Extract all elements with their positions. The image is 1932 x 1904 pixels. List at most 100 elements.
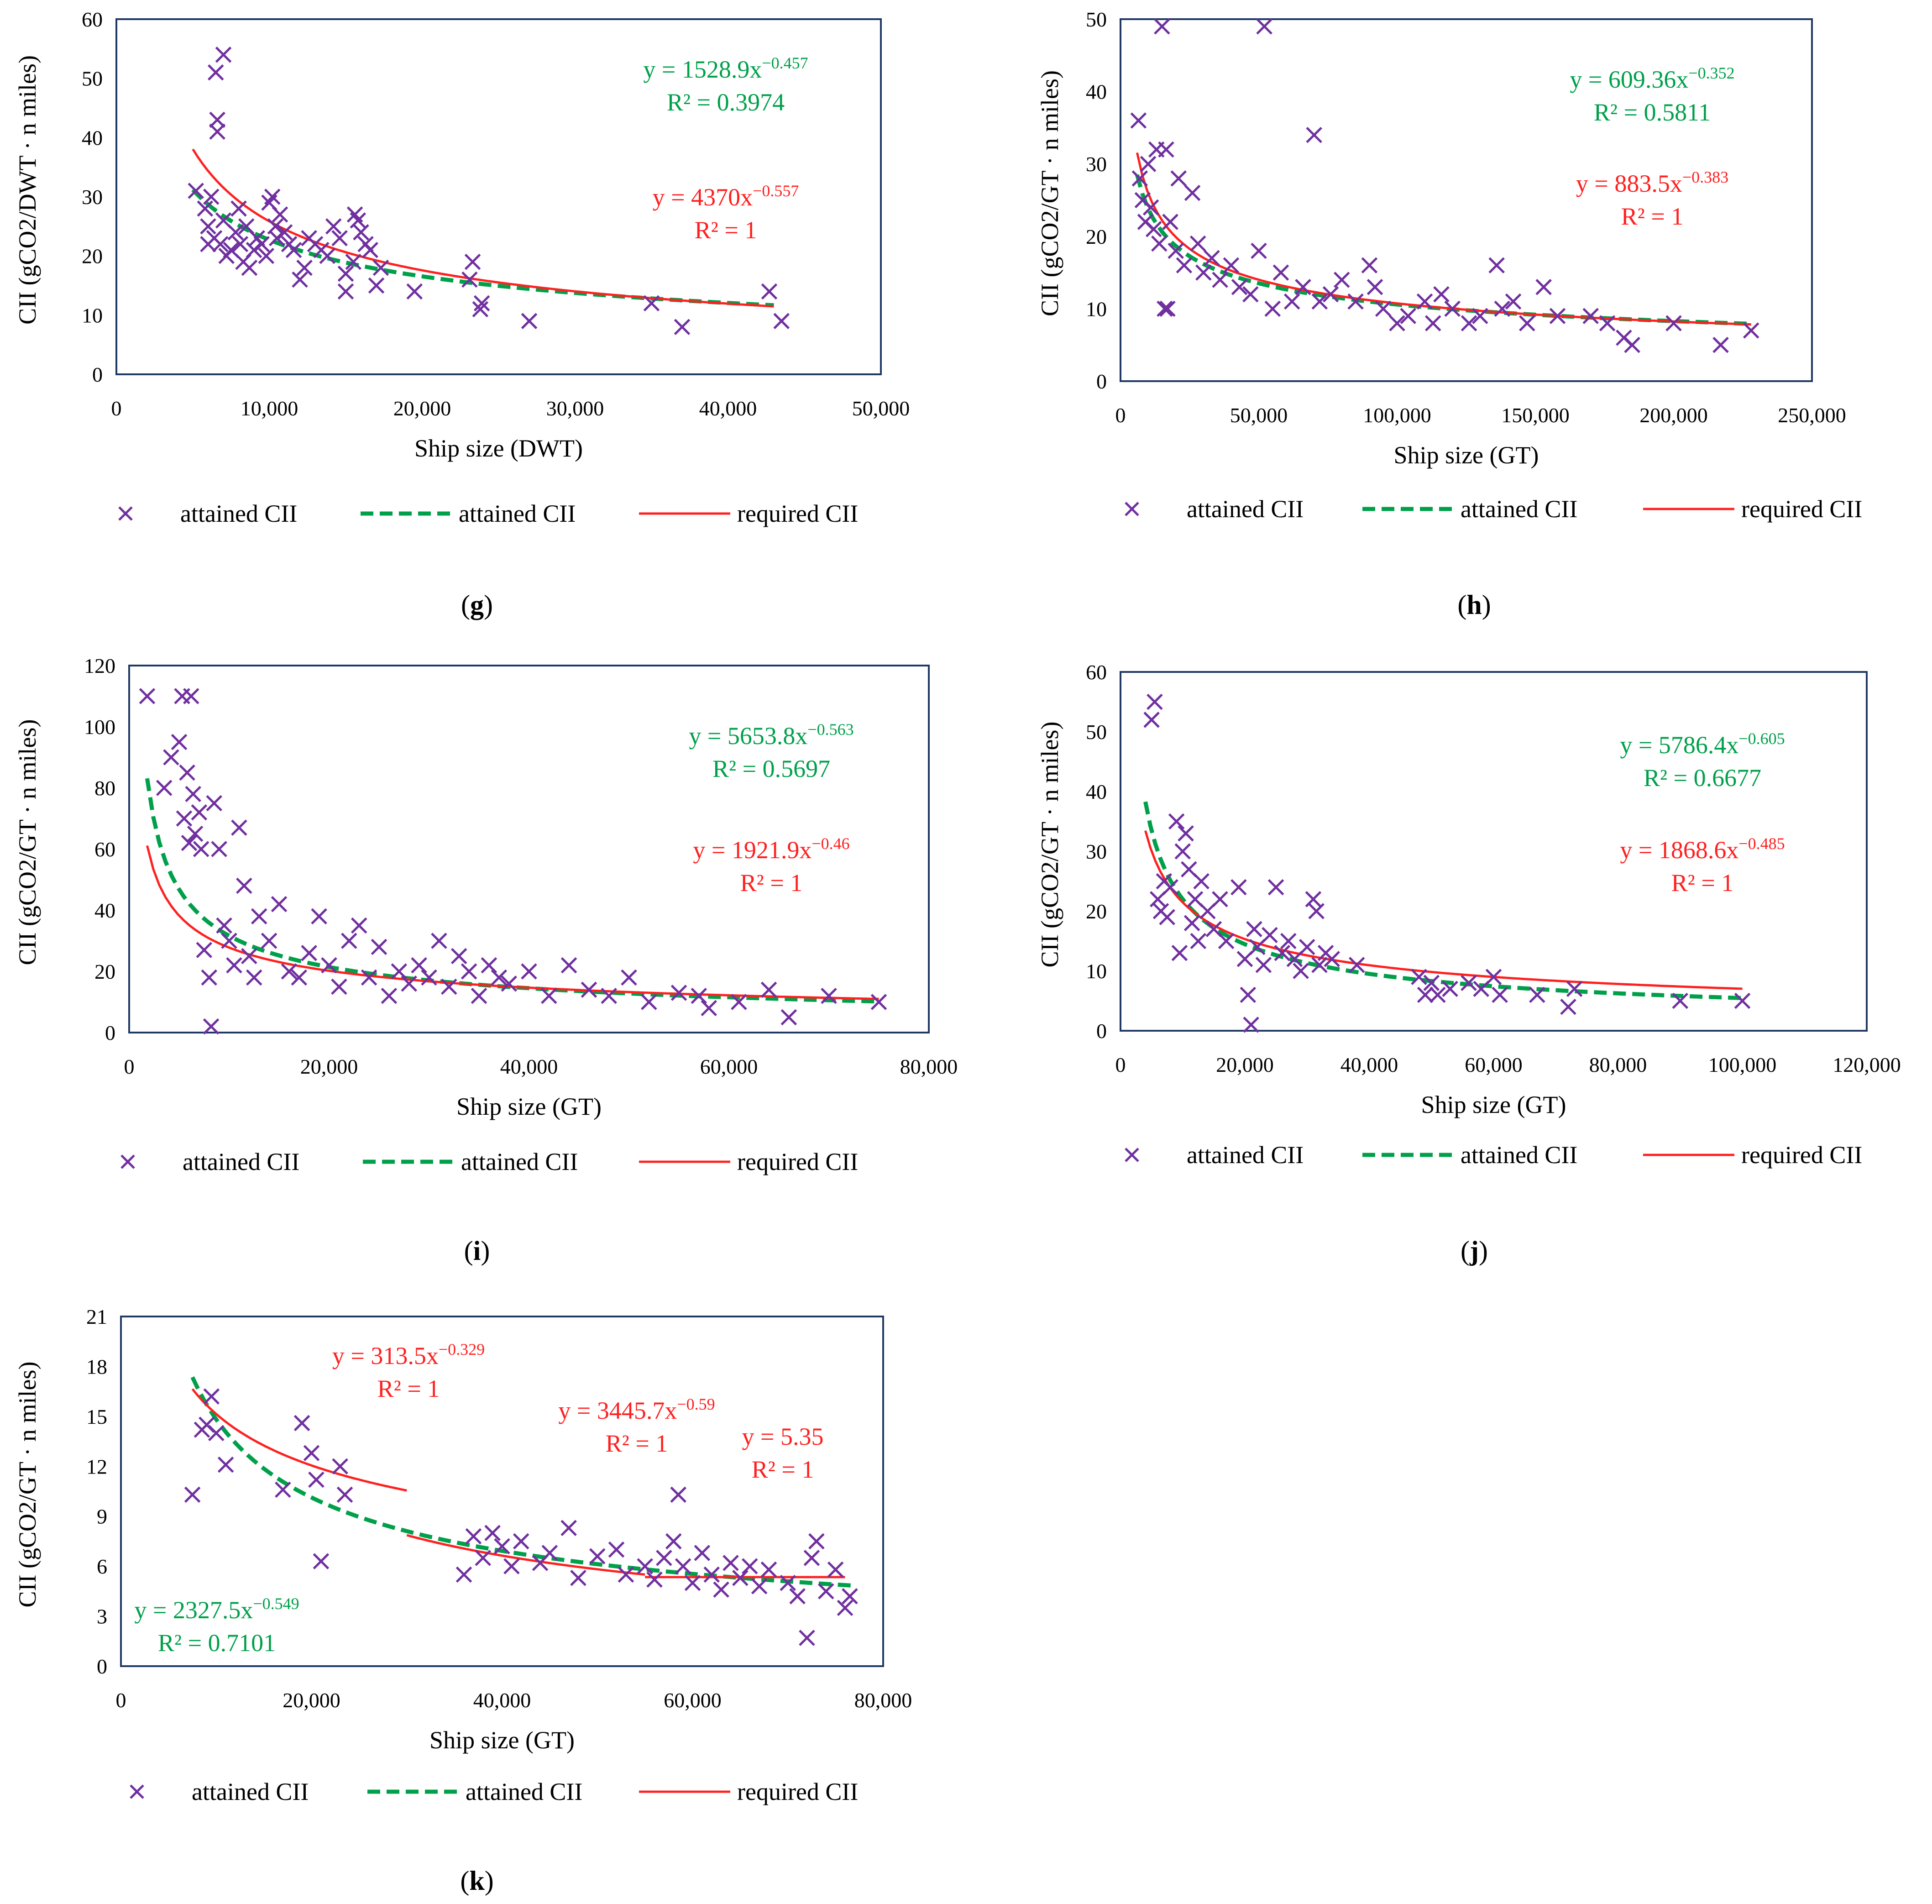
equation-3-r2: R² = 1 xyxy=(752,1456,814,1483)
data-point xyxy=(1389,315,1405,331)
data-point xyxy=(684,1574,701,1591)
y-axis-title: CII (gCO2/DWT · n miles) xyxy=(14,55,41,325)
data-point xyxy=(456,1566,472,1583)
y-tick-label: 0 xyxy=(97,1655,107,1678)
y-tick-label: 120 xyxy=(84,654,115,677)
x-tick-label: 0 xyxy=(116,1689,126,1712)
equation-2-r2: R² = 1 xyxy=(606,1430,668,1457)
chart-j: 0 20,000 40,000 60,000 80,000 100,000 120,000 0… xyxy=(1036,661,1901,1266)
data-point xyxy=(1274,944,1291,961)
data-point xyxy=(472,301,489,318)
x-tick-label: 20,000 xyxy=(1216,1053,1274,1076)
x-tick-label: 80,000 xyxy=(900,1055,958,1078)
legend-label-attained: attained CII xyxy=(180,500,297,527)
data-point xyxy=(1322,286,1339,303)
data-point xyxy=(216,917,232,934)
data-point xyxy=(203,1018,220,1035)
data-point xyxy=(341,933,357,949)
y-tick-label: 0 xyxy=(1096,1019,1107,1043)
data-point xyxy=(1425,315,1441,331)
data-point xyxy=(441,978,457,995)
data-point xyxy=(406,283,423,300)
data-point xyxy=(203,1388,220,1405)
data-point xyxy=(1243,1017,1259,1033)
data-point xyxy=(475,1550,492,1566)
x-tick-label: 50,000 xyxy=(852,397,910,420)
equation-4: y = 2327.5x−0.549 xyxy=(134,1595,299,1624)
data-point xyxy=(337,283,354,300)
data-point xyxy=(1348,957,1365,973)
data-point xyxy=(207,64,224,81)
equation-4-r2: R² = 0.7101 xyxy=(158,1629,276,1657)
fit-curve xyxy=(1143,801,1743,1000)
legend-label-attained: attained CII xyxy=(192,1778,309,1805)
x-tick-label: 0 xyxy=(1115,1053,1126,1076)
equation-1: y = 313.5x−0.329 xyxy=(332,1340,485,1369)
data-point xyxy=(732,1569,749,1586)
data-point xyxy=(521,313,538,330)
data-point xyxy=(221,933,237,949)
data-point xyxy=(391,963,408,980)
legend-label-required: required CII xyxy=(1741,1141,1862,1169)
data-point xyxy=(1251,242,1267,259)
data-point xyxy=(232,236,249,252)
data-point xyxy=(481,957,497,974)
data-point xyxy=(1255,957,1272,973)
data-point xyxy=(589,1548,606,1565)
y-tick-label: 50 xyxy=(1086,720,1107,744)
data-point xyxy=(751,1578,768,1595)
data-point xyxy=(185,786,201,803)
data-point xyxy=(1665,315,1682,331)
x-axis-title: Ship size (GT) xyxy=(1394,441,1539,469)
data-point xyxy=(618,1566,634,1583)
data-point xyxy=(325,218,342,235)
data-point xyxy=(1178,825,1194,842)
data-point xyxy=(197,200,214,217)
data-point xyxy=(1361,257,1378,274)
data-point xyxy=(670,985,687,1001)
legend-label-fit: attained CII xyxy=(461,1148,578,1175)
data-point xyxy=(275,1481,291,1498)
data-point xyxy=(401,976,417,992)
data-point xyxy=(246,241,262,258)
data-point xyxy=(308,1471,325,1488)
data-point xyxy=(1199,903,1216,919)
legend-marker-attained xyxy=(118,506,133,521)
x-tick-label: 100,000 xyxy=(1363,404,1431,427)
data-point xyxy=(1159,300,1176,317)
required-curve xyxy=(1136,152,1751,326)
data-point xyxy=(780,1574,796,1591)
data-point xyxy=(1734,992,1751,1009)
equation-1-r2: R² = 0.5811 xyxy=(1594,99,1711,126)
data-point xyxy=(608,1541,625,1558)
data-point xyxy=(1286,951,1303,967)
data-point xyxy=(1283,293,1300,310)
data-point xyxy=(560,957,577,974)
data-point xyxy=(1295,279,1311,295)
data-point xyxy=(1131,170,1148,187)
data-point xyxy=(1162,214,1178,230)
data-point xyxy=(1230,879,1247,896)
y-axis-title: CII (gCO2/GT · n miles) xyxy=(1036,70,1063,316)
data-point xyxy=(181,834,198,851)
data-point xyxy=(541,987,557,1004)
data-point xyxy=(311,908,327,925)
data-point xyxy=(1416,293,1433,310)
data-point xyxy=(1411,969,1427,985)
data-point xyxy=(188,183,204,199)
data-point xyxy=(670,1486,686,1503)
data-point xyxy=(264,189,281,205)
fit-curve xyxy=(145,778,879,1004)
y-tick-label: 30 xyxy=(82,185,103,209)
data-point xyxy=(760,1561,777,1578)
data-point xyxy=(1190,933,1207,949)
data-point xyxy=(211,841,227,857)
data-point xyxy=(1267,879,1284,896)
data-point xyxy=(193,841,209,857)
data-point xyxy=(1174,843,1191,860)
equation-1-r2: R² = 0.3974 xyxy=(667,89,785,116)
data-point xyxy=(241,948,257,965)
data-point xyxy=(1485,969,1502,985)
equation-2: y = 1868.6x−0.485 xyxy=(1620,834,1785,864)
data-point xyxy=(503,1558,520,1574)
